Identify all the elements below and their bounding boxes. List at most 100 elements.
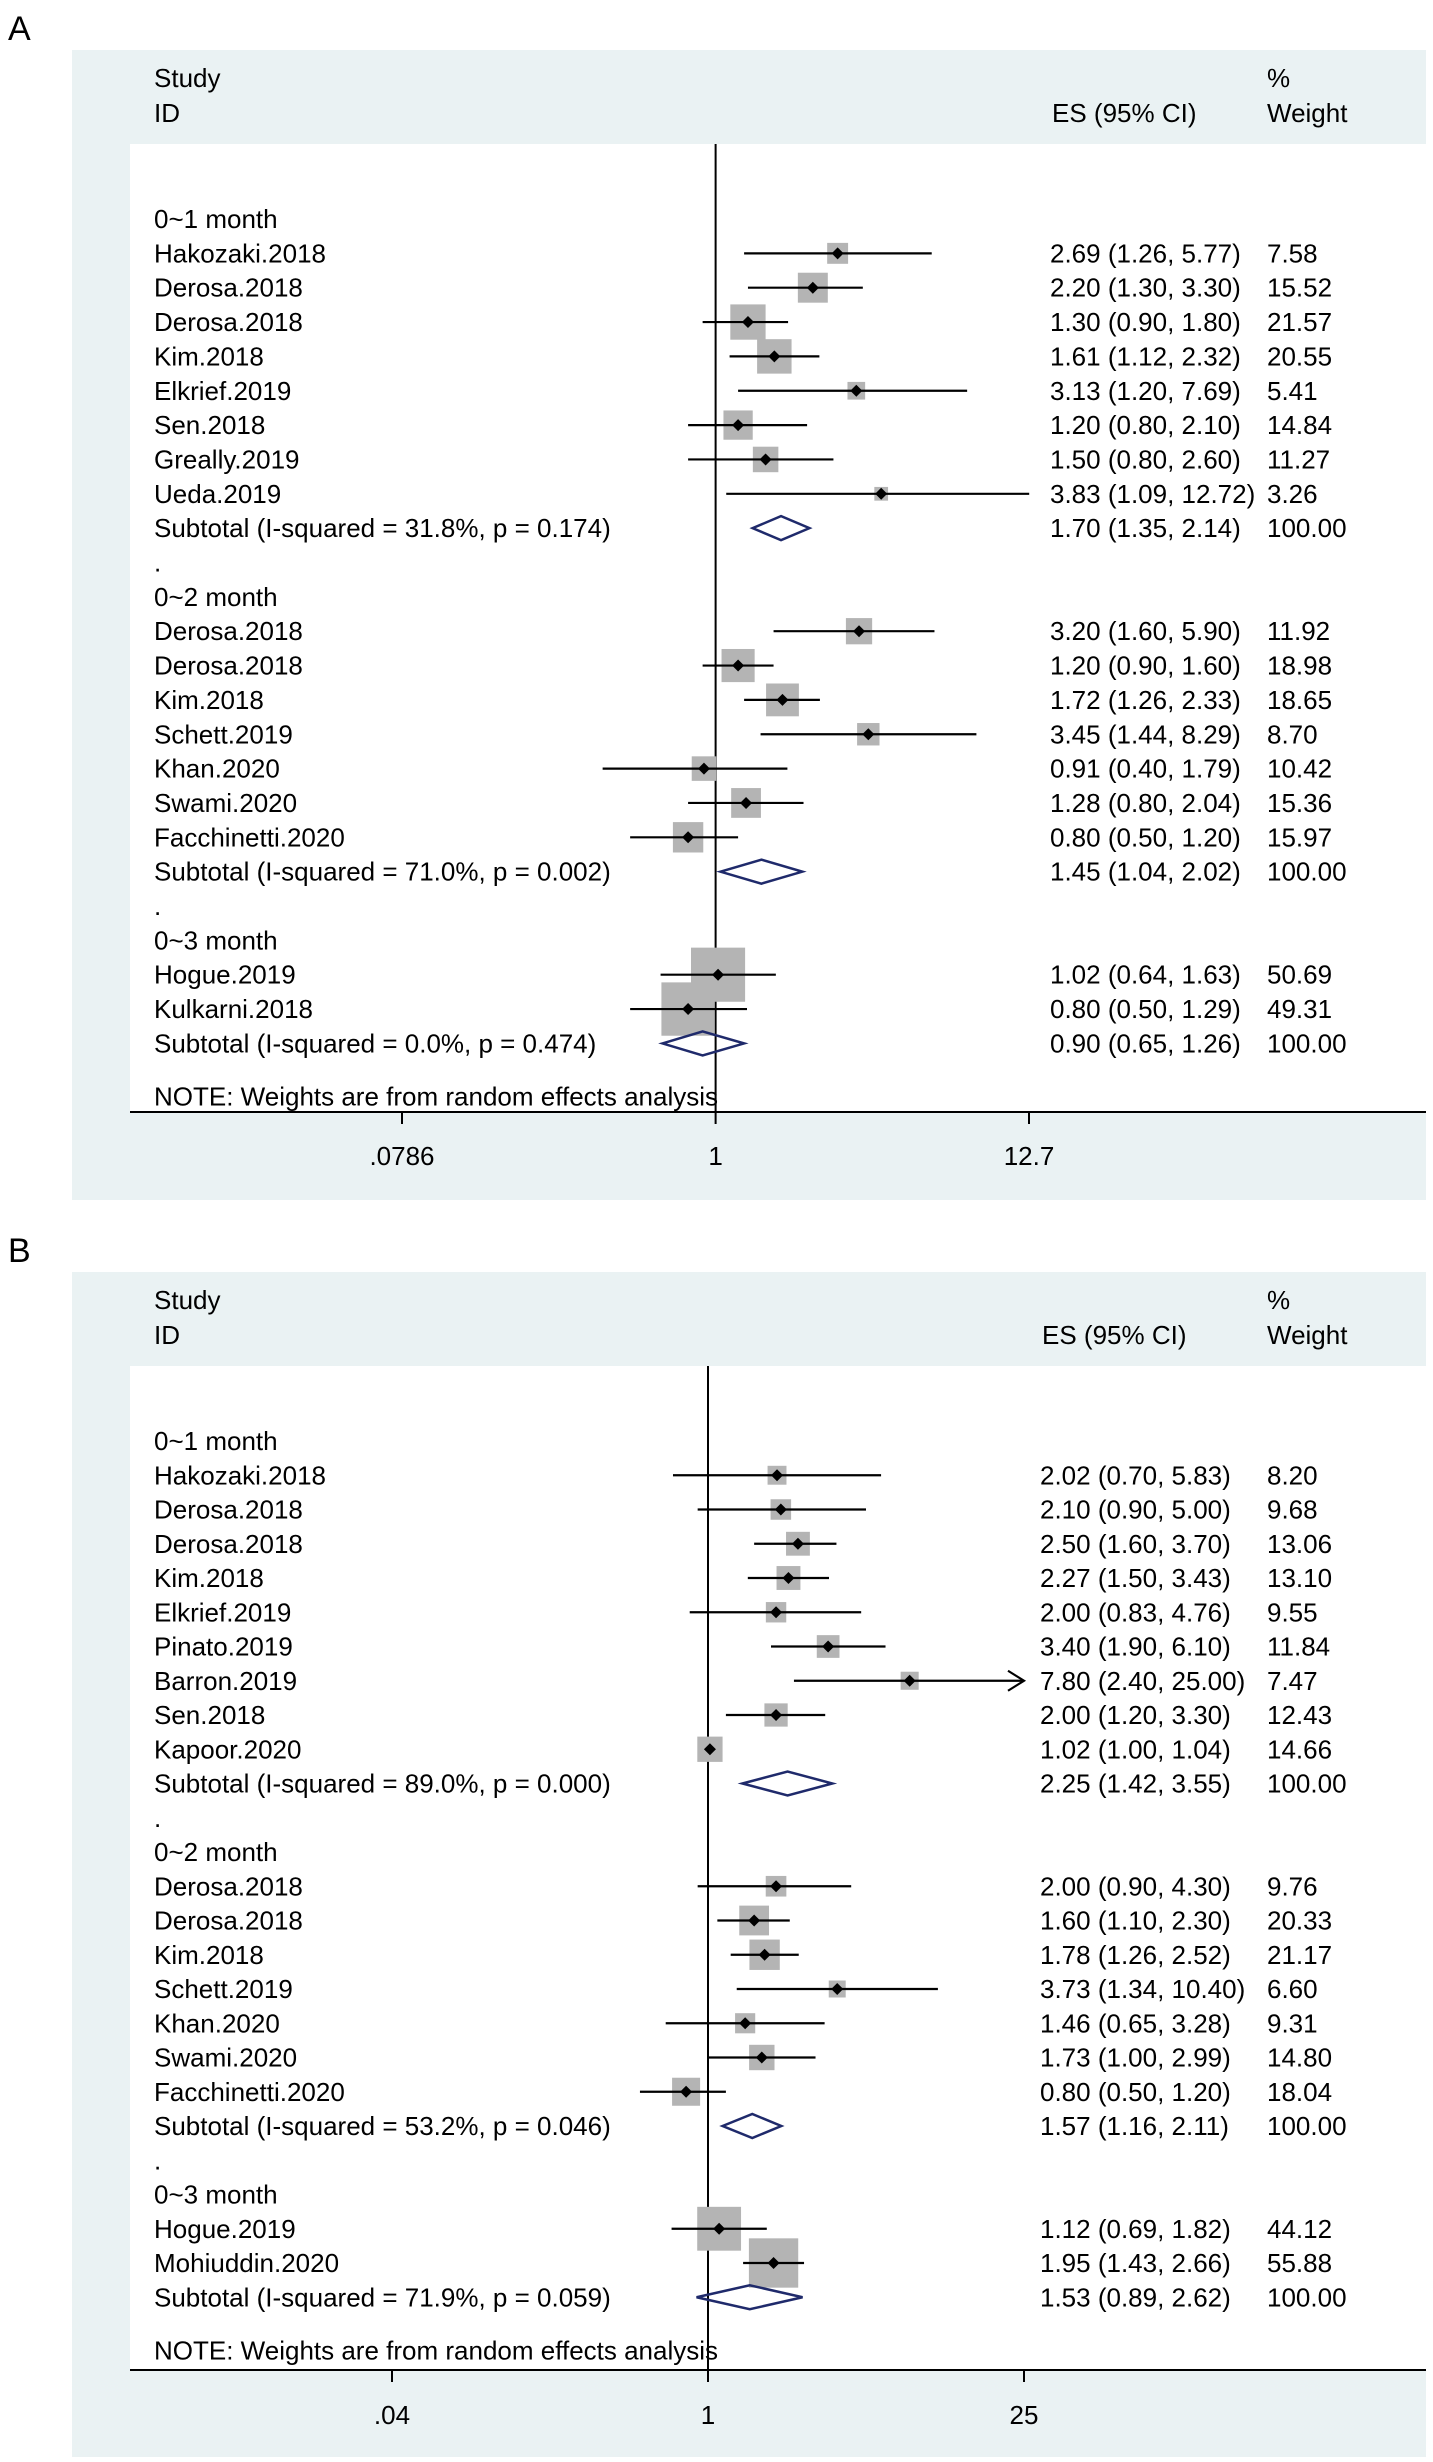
subtotal-diamond — [749, 514, 813, 542]
point-estimate — [903, 1674, 916, 1687]
study-label: Kulkarni.2018 — [154, 994, 313, 1024]
weight-text: 3.26 — [1267, 479, 1318, 509]
weight-text: 14.66 — [1267, 1734, 1332, 1764]
es-ci-text: 1.61 (1.12, 2.32) — [1050, 341, 1241, 371]
x-axis-tick-label: 12.7 — [1004, 1141, 1055, 1171]
study-label: Hogue.2019 — [154, 960, 296, 990]
study-label: Ueda.2019 — [154, 479, 281, 509]
study-label: Derosa.2018 — [154, 307, 303, 337]
point-estimate — [770, 1606, 783, 1619]
es-ci-text: 7.80 (2.40, 25.00) — [1040, 1666, 1245, 1696]
weight-text: 18.04 — [1267, 2077, 1332, 2107]
weight-text: 9.76 — [1267, 1871, 1318, 1901]
x-axis-tick-label: 25 — [1010, 2400, 1039, 2430]
es-ci-text: 1.53 (0.89, 2.62) — [1040, 2282, 1231, 2312]
point-estimate — [768, 350, 781, 363]
point-estimate — [782, 1572, 795, 1584]
es-ci-text: 1.70 (1.35, 2.14) — [1050, 513, 1241, 543]
weight-text: 18.65 — [1267, 685, 1332, 715]
study-label: Swami.2020 — [154, 2043, 297, 2073]
es-ci-text: 2.20 (1.30, 3.30) — [1050, 273, 1241, 303]
weight-text: 20.33 — [1267, 1906, 1332, 1936]
weight-text: 12.43 — [1267, 1700, 1332, 1730]
study-label: Kim.2018 — [154, 1563, 264, 1593]
es-ci-text: 1.95 (1.43, 2.66) — [1040, 2248, 1231, 2278]
weight-text: 15.36 — [1267, 788, 1332, 818]
weight-text: 5.41 — [1267, 376, 1318, 406]
weights-note: NOTE: Weights are from random effects an… — [154, 2335, 718, 2365]
es-ci-text: 1.02 (1.00, 1.04) — [1040, 1734, 1231, 1764]
point-estimate — [770, 1709, 783, 1721]
header-id: ID — [154, 98, 180, 128]
study-label: Kapoor.2020 — [154, 1734, 301, 1764]
point-estimate — [682, 1003, 695, 1016]
study-label: Swami.2020 — [154, 788, 297, 818]
point-estimate — [770, 1880, 783, 1893]
study-label: Derosa.2018 — [154, 1529, 303, 1559]
study-label: Schett.2019 — [154, 1974, 293, 2004]
subtotal-diamond — [658, 1030, 749, 1057]
es-ci-text: 1.72 (1.26, 2.33) — [1050, 685, 1241, 715]
weight-text: 44.12 — [1267, 2214, 1332, 2244]
study-label: Kim.2018 — [154, 685, 264, 715]
group-separator: . — [154, 548, 161, 578]
point-estimate — [776, 693, 789, 706]
study-label: Kim.2018 — [154, 1940, 264, 1970]
header-weight: Weight — [1267, 1320, 1348, 1350]
point-estimate — [755, 2051, 768, 2064]
es-ci-text: 1.45 (1.04, 2.02) — [1050, 857, 1241, 887]
weight-text: 100.00 — [1267, 1769, 1347, 1799]
subtotal-label: Subtotal (I-squared = 53.2%, p = 0.046) — [154, 2111, 611, 2141]
point-estimate — [682, 831, 695, 844]
point-estimate — [875, 487, 888, 500]
group-label: 0~3 month — [154, 925, 278, 955]
point-estimate — [771, 1469, 784, 1482]
es-ci-text: 1.20 (0.80, 2.10) — [1050, 410, 1241, 440]
study-label: Elkrief.2019 — [154, 1597, 291, 1627]
group-label: 0~1 month — [154, 1426, 278, 1456]
study-label: Hakozaki.2018 — [154, 1460, 326, 1490]
weight-text: 11.92 — [1267, 616, 1330, 646]
header-es: ES (95% CI) — [1042, 1320, 1187, 1350]
group-separator: . — [154, 1803, 161, 1833]
point-estimate — [697, 762, 710, 775]
x-axis-tick-label: 1 — [708, 1141, 722, 1171]
study-label: Elkrief.2019 — [154, 376, 291, 406]
study-label: Mohiuddin.2020 — [154, 2248, 339, 2278]
weight-text: 49.31 — [1267, 994, 1332, 1024]
weight-text: 21.57 — [1267, 307, 1332, 337]
point-estimate — [758, 1948, 771, 1961]
es-ci-text: 2.10 (0.90, 5.00) — [1040, 1495, 1231, 1525]
header-percent: % — [1267, 63, 1290, 93]
es-ci-text: 3.13 (1.20, 7.69) — [1050, 376, 1241, 406]
es-ci-text: 3.20 (1.60, 5.90) — [1050, 616, 1241, 646]
es-ci-text: 2.02 (0.70, 5.83) — [1040, 1460, 1231, 1490]
study-label: Kim.2018 — [154, 341, 264, 371]
study-label: Khan.2020 — [154, 2008, 280, 2038]
study-label: Derosa.2018 — [154, 616, 303, 646]
study-label: Sen.2018 — [154, 1700, 265, 1730]
subtotal-diamond — [715, 858, 807, 885]
header-id: ID — [154, 1320, 180, 1350]
point-estimate — [680, 2085, 693, 2098]
weights-note: NOTE: Weights are from random effects an… — [154, 1081, 718, 1111]
weight-text: 15.97 — [1267, 822, 1332, 852]
weight-text: 100.00 — [1267, 513, 1347, 543]
subtotal-label: Subtotal (I-squared = 89.0%, p = 0.000) — [154, 1769, 611, 1799]
weight-text: 7.58 — [1267, 238, 1318, 268]
es-ci-text: 3.45 (1.44, 8.29) — [1050, 719, 1241, 749]
weight-text: 13.10 — [1267, 1563, 1332, 1593]
weight-text: 9.31 — [1267, 2008, 1318, 2038]
es-ci-text: 0.90 (0.65, 1.26) — [1050, 1028, 1241, 1058]
study-label: Barron.2019 — [154, 1666, 297, 1696]
es-ci-text: 1.30 (0.90, 1.80) — [1050, 307, 1241, 337]
point-estimate — [862, 728, 875, 741]
header-es: ES (95% CI) — [1052, 98, 1197, 128]
header-study: Study — [154, 1285, 221, 1315]
weight-text: 14.80 — [1267, 2043, 1332, 2073]
subtotal-diamond — [719, 2112, 785, 2140]
es-ci-text: 2.00 (0.83, 4.76) — [1040, 1597, 1231, 1627]
point-estimate — [740, 796, 753, 809]
es-ci-text: 3.73 (1.34, 10.40) — [1040, 1974, 1245, 2004]
point-estimate — [759, 453, 772, 466]
